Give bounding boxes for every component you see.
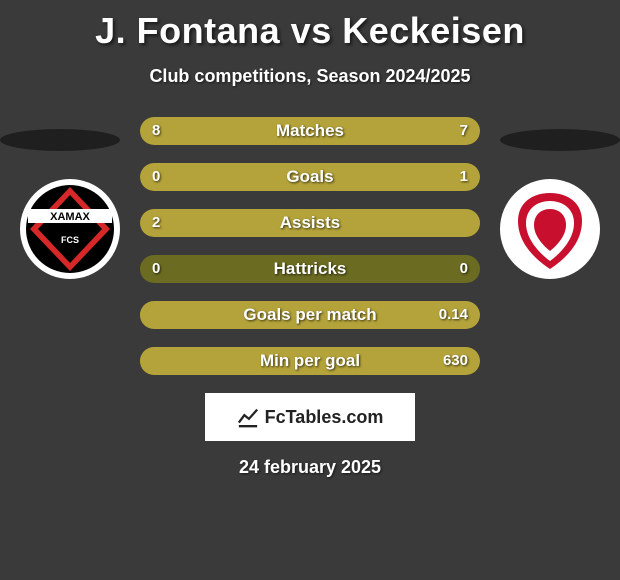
branding-label: FcTables.com (265, 407, 384, 428)
footer-date: 24 february 2025 (0, 457, 620, 478)
branding-badge: FcTables.com (205, 393, 415, 441)
stat-row: 0Goals1 (140, 163, 480, 191)
team-logo-right (500, 179, 600, 279)
stat-value-right: 630 (443, 347, 468, 375)
stat-row: 8Matches7 (140, 117, 480, 145)
stat-label: Hattricks (140, 255, 480, 283)
stat-label: Goals (140, 163, 480, 191)
svg-text:FCS: FCS (61, 235, 79, 245)
stat-label: Goals per match (140, 301, 480, 329)
stat-value-right: 7 (460, 117, 468, 145)
stat-row: 2Assists (140, 209, 480, 237)
stat-value-right: 0 (460, 255, 468, 283)
shadow-right (500, 129, 620, 151)
xamax-logo-icon: XAMAX FCS (20, 179, 120, 279)
comparison-panel: XAMAX FCS 8Matches70Goals12Assists0Hattr… (0, 117, 620, 478)
stat-row: Min per goal630 (140, 347, 480, 375)
page-title: J. Fontana vs Keckeisen (0, 0, 620, 52)
stat-label: Assists (140, 209, 480, 237)
stat-label: Min per goal (140, 347, 480, 375)
stat-row: Goals per match0.14 (140, 301, 480, 329)
stat-value-right: 1 (460, 163, 468, 191)
vaduz-logo-icon (500, 179, 600, 279)
chart-icon (237, 406, 259, 428)
stat-row: 0Hattricks0 (140, 255, 480, 283)
svg-text:XAMAX: XAMAX (50, 211, 90, 223)
shadow-left (0, 129, 120, 151)
stat-label: Matches (140, 117, 480, 145)
team-logo-left: XAMAX FCS (20, 179, 120, 279)
stat-value-right: 0.14 (439, 301, 468, 329)
stat-bars: 8Matches70Goals12Assists0Hattricks0Goals… (140, 117, 480, 375)
page-subtitle: Club competitions, Season 2024/2025 (0, 66, 620, 87)
